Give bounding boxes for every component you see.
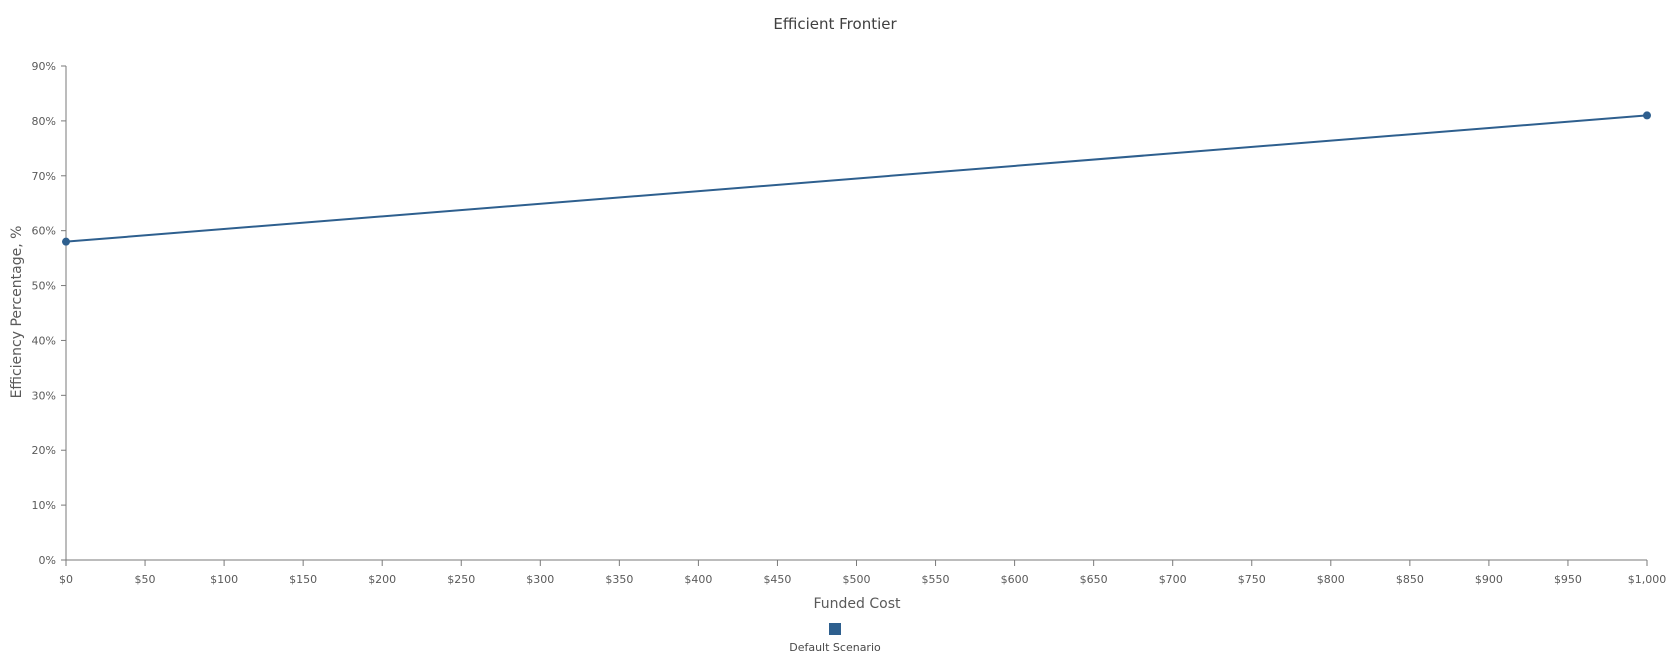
x-tick-label: $850 — [1396, 573, 1424, 586]
y-tick-label: 10% — [32, 499, 56, 512]
x-tick-label: $700 — [1159, 573, 1187, 586]
legend: Default Scenario — [789, 623, 881, 654]
x-tick-label: $250 — [447, 573, 475, 586]
y-axis: 0% 10% 20% 30% 40% 50% 60% 70% 80% 90% — [32, 60, 67, 567]
x-tick-label: $350 — [605, 573, 633, 586]
x-tick-label: $0 — [59, 573, 73, 586]
x-tick-label: $200 — [368, 573, 396, 586]
x-tick-label: $650 — [1080, 573, 1108, 586]
y-tick-label: 40% — [32, 334, 56, 347]
y-axis-title: Efficiency Percentage, % — [9, 226, 25, 399]
data-point[interactable] — [62, 237, 70, 246]
x-tick-label: $300 — [526, 573, 554, 586]
x-tick-label: $1,000 — [1628, 573, 1667, 586]
x-tick-label: $500 — [843, 573, 871, 586]
x-tick-label: $550 — [922, 573, 950, 586]
x-tick-label: $900 — [1475, 573, 1503, 586]
y-tick-label: 80% — [32, 115, 56, 128]
y-tick-label: 0% — [39, 554, 56, 567]
legend-label[interactable]: Default Scenario — [789, 641, 881, 654]
chart-title: Efficient Frontier — [773, 15, 897, 33]
x-tick-label: $400 — [684, 573, 712, 586]
data-point[interactable] — [1643, 111, 1651, 120]
x-axis-title: Funded Cost — [814, 596, 902, 612]
x-axis: $0 $50 $100 $150 $200 $250 $300 $350 $400 $450 $50… — [59, 559, 1667, 586]
x-tick-label: $600 — [1001, 573, 1029, 586]
series-line — [65, 114, 1648, 243]
x-tick-label: $100 — [210, 573, 238, 586]
y-tick-label: 70% — [32, 170, 56, 183]
y-tick-label: 60% — [32, 225, 56, 238]
y-tick-label: 90% — [32, 60, 56, 73]
x-tick-label: $50 — [135, 573, 156, 586]
x-tick-label: $150 — [289, 573, 317, 586]
legend-swatch[interactable] — [829, 623, 841, 635]
x-tick-label: $450 — [763, 573, 791, 586]
x-tick-label: $800 — [1317, 573, 1345, 586]
x-tick-label: $750 — [1238, 573, 1266, 586]
y-tick-label: 20% — [32, 444, 56, 457]
x-tick-label: $950 — [1554, 573, 1582, 586]
y-tick-label: 30% — [32, 389, 56, 402]
y-tick-label: 50% — [32, 280, 56, 293]
plot-series — [62, 111, 1651, 246]
